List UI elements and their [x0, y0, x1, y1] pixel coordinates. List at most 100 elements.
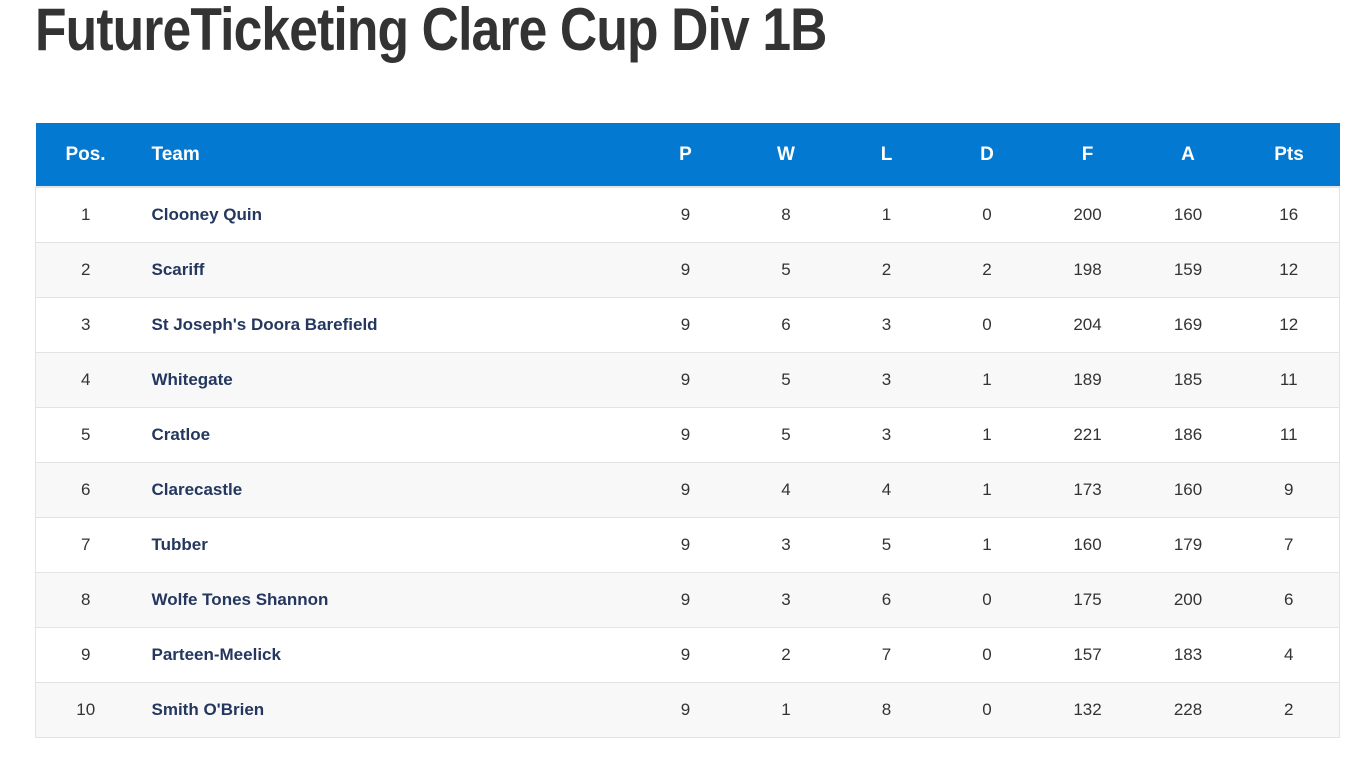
team-link[interactable]: Parteen-Meelick	[151, 644, 281, 664]
team-link[interactable]: Smith O'Brien	[151, 699, 265, 719]
against-cell: 160	[1137, 187, 1239, 243]
table-row: 2 Scariff 9 5 2 2 198 159 12	[35, 242, 1340, 298]
for-cell: 160	[1037, 517, 1138, 573]
column-header-lost: L	[836, 123, 937, 188]
column-header-team: Team	[135, 123, 636, 188]
lost-cell: 6	[836, 572, 937, 628]
played-cell: 9	[635, 187, 736, 243]
played-cell: 9	[635, 682, 736, 738]
team-cell: Whitegate	[135, 352, 636, 408]
table-row: 6 Clarecastle 9 4 4 1 173 160 9	[35, 462, 1340, 518]
lost-cell: 4	[836, 462, 937, 518]
against-cell: 160	[1137, 462, 1239, 518]
played-cell: 9	[635, 627, 736, 683]
team-cell: Wolfe Tones Shannon	[135, 572, 636, 628]
for-cell: 204	[1037, 297, 1138, 353]
for-cell: 175	[1037, 572, 1138, 628]
table-row: 5 Cratloe 9 5 3 1 221 186 11	[35, 407, 1340, 463]
team-link[interactable]: Tubber	[151, 534, 208, 554]
position-cell: 3	[35, 297, 136, 353]
drawn-cell: 2	[936, 242, 1038, 298]
team-link[interactable]: Whitegate	[151, 369, 233, 389]
drawn-cell: 0	[936, 187, 1038, 243]
drawn-cell: 1	[936, 352, 1038, 408]
against-cell: 186	[1137, 407, 1239, 463]
for-cell: 189	[1037, 352, 1138, 408]
drawn-cell: 0	[936, 572, 1038, 628]
points-cell: 16	[1238, 187, 1340, 243]
position-cell: 7	[35, 517, 136, 573]
team-link[interactable]: St Joseph's Doora Barefield	[151, 314, 378, 334]
against-cell: 159	[1137, 242, 1239, 298]
team-link[interactable]: Clooney Quin	[151, 204, 263, 224]
won-cell: 4	[735, 462, 837, 518]
lost-cell: 8	[836, 682, 937, 738]
column-header-played: P	[635, 123, 736, 188]
played-cell: 9	[635, 462, 736, 518]
drawn-cell: 0	[936, 682, 1038, 738]
points-cell: 12	[1238, 297, 1340, 353]
column-header-pos: Pos.	[35, 123, 136, 188]
table-row: 4 Whitegate 9 5 3 1 189 185 11	[35, 352, 1340, 408]
table-row: 10 Smith O'Brien 9 1 8 0 132 228 2	[35, 682, 1340, 738]
position-cell: 10	[35, 682, 136, 738]
drawn-cell: 1	[936, 462, 1038, 518]
against-cell: 183	[1137, 627, 1239, 683]
played-cell: 9	[635, 242, 736, 298]
team-link[interactable]: Clarecastle	[151, 479, 243, 499]
team-cell: Parteen-Meelick	[135, 627, 636, 683]
won-cell: 5	[735, 407, 837, 463]
team-cell: Scariff	[135, 242, 636, 298]
won-cell: 2	[735, 627, 837, 683]
lost-cell: 3	[836, 297, 937, 353]
points-cell: 11	[1238, 352, 1340, 408]
played-cell: 9	[635, 517, 736, 573]
team-cell: Tubber	[135, 517, 636, 573]
team-link[interactable]: Cratloe	[151, 424, 211, 444]
for-cell: 173	[1037, 462, 1138, 518]
page-title: FutureTicketing Clare Cup Div 1B	[35, 0, 827, 63]
drawn-cell: 0	[936, 297, 1038, 353]
position-cell: 4	[35, 352, 136, 408]
won-cell: 6	[735, 297, 837, 353]
points-cell: 6	[1238, 572, 1340, 628]
played-cell: 9	[635, 572, 736, 628]
against-cell: 200	[1137, 572, 1239, 628]
against-cell: 228	[1137, 682, 1239, 738]
played-cell: 9	[635, 297, 736, 353]
column-header-against: A	[1137, 123, 1239, 188]
points-cell: 4	[1238, 627, 1340, 683]
position-cell: 6	[35, 462, 136, 518]
won-cell: 5	[735, 352, 837, 408]
position-cell: 9	[35, 627, 136, 683]
column-header-points: Pts	[1238, 123, 1340, 188]
won-cell: 8	[735, 187, 837, 243]
points-cell: 2	[1238, 682, 1340, 738]
team-link[interactable]: Wolfe Tones Shannon	[151, 589, 329, 609]
drawn-cell: 0	[936, 627, 1038, 683]
lost-cell: 1	[836, 187, 937, 243]
lost-cell: 3	[836, 407, 937, 463]
team-cell: Cratloe	[135, 407, 636, 463]
lost-cell: 5	[836, 517, 937, 573]
lost-cell: 3	[836, 352, 937, 408]
against-cell: 185	[1137, 352, 1239, 408]
table-header-row: Pos. Team P W L D F A Pts	[35, 123, 1340, 188]
won-cell: 5	[735, 242, 837, 298]
won-cell: 3	[735, 572, 837, 628]
against-cell: 169	[1137, 297, 1239, 353]
team-cell: St Joseph's Doora Barefield	[135, 297, 636, 353]
league-table: Pos. Team P W L D F A Pts 1 Clooney Quin 9…	[35, 123, 1340, 738]
position-cell: 2	[35, 242, 136, 298]
points-cell: 9	[1238, 462, 1340, 518]
table-row: 9 Parteen-Meelick 9 2 7 0 157 183 4	[35, 627, 1340, 683]
won-cell: 3	[735, 517, 837, 573]
drawn-cell: 1	[936, 517, 1038, 573]
team-cell: Smith O'Brien	[135, 682, 636, 738]
for-cell: 198	[1037, 242, 1138, 298]
for-cell: 221	[1037, 407, 1138, 463]
team-link[interactable]: Scariff	[151, 259, 205, 279]
points-cell: 12	[1238, 242, 1340, 298]
team-cell: Clarecastle	[135, 462, 636, 518]
points-cell: 7	[1238, 517, 1340, 573]
